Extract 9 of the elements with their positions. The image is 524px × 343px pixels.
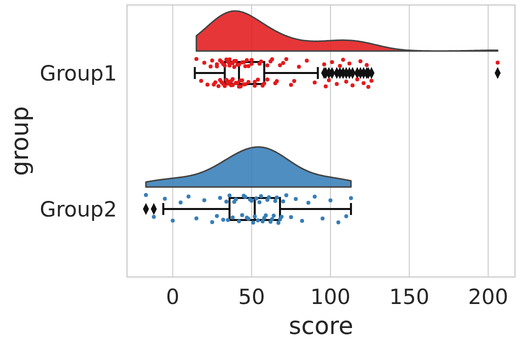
x-tick-label: 100 [310,285,351,309]
x-axis-title: score [288,312,354,340]
y-tick-label: Group2 [40,197,117,222]
x-tick-label: 50 [238,285,265,309]
x-tick-label: 0 [166,285,180,309]
x-tick-label: 150 [389,285,430,309]
x-tick-label: 200 [468,285,508,309]
y-tick-label: Group1 [40,61,117,86]
y-axis-title: group [6,106,34,176]
